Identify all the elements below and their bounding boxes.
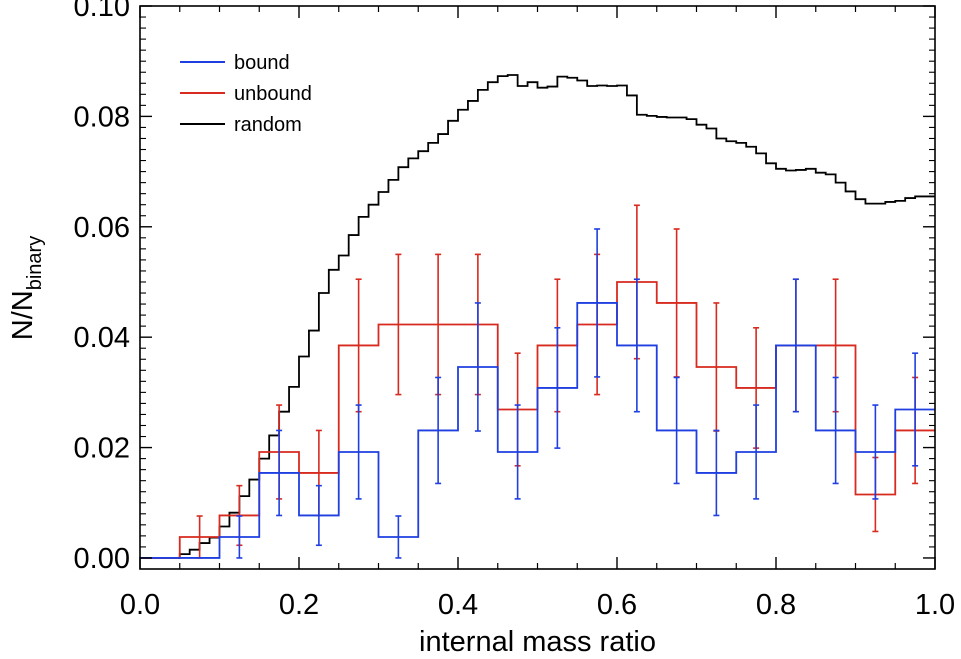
y-tick-label: 0.00 — [74, 543, 130, 575]
legend-label-random: random — [234, 114, 302, 136]
y-tick-label: 0.10 — [74, 0, 130, 23]
series-random — [140, 74, 935, 559]
x-tick-label: 1.0 — [915, 589, 955, 621]
y-tick-label: 0.02 — [74, 433, 130, 465]
y-tick-label: 0.06 — [74, 212, 130, 244]
x-tick-label: 0.8 — [756, 589, 796, 621]
svg-text:N/Nbinary: N/Nbinary — [7, 236, 46, 340]
step-line-random — [140, 74, 935, 559]
legend-label-unbound: unbound — [234, 83, 312, 105]
step-line-bound — [140, 302, 935, 559]
y-tick-label: 0.08 — [74, 101, 130, 133]
x-tick-label: 0.6 — [597, 589, 637, 621]
x-tick-label: 0.4 — [438, 589, 478, 621]
legend-label-bound: bound — [234, 52, 290, 74]
x-axis-title: internal mass ratio — [419, 626, 656, 658]
x-tick-label: 0.2 — [279, 589, 319, 621]
y-axis-title: N/Nbinary — [7, 236, 46, 340]
series-bound — [140, 228, 935, 559]
legend: bound unbound random — [180, 52, 312, 136]
y-tick-label: 0.04 — [74, 322, 130, 354]
x-tick-label: 0.0 — [120, 589, 160, 621]
